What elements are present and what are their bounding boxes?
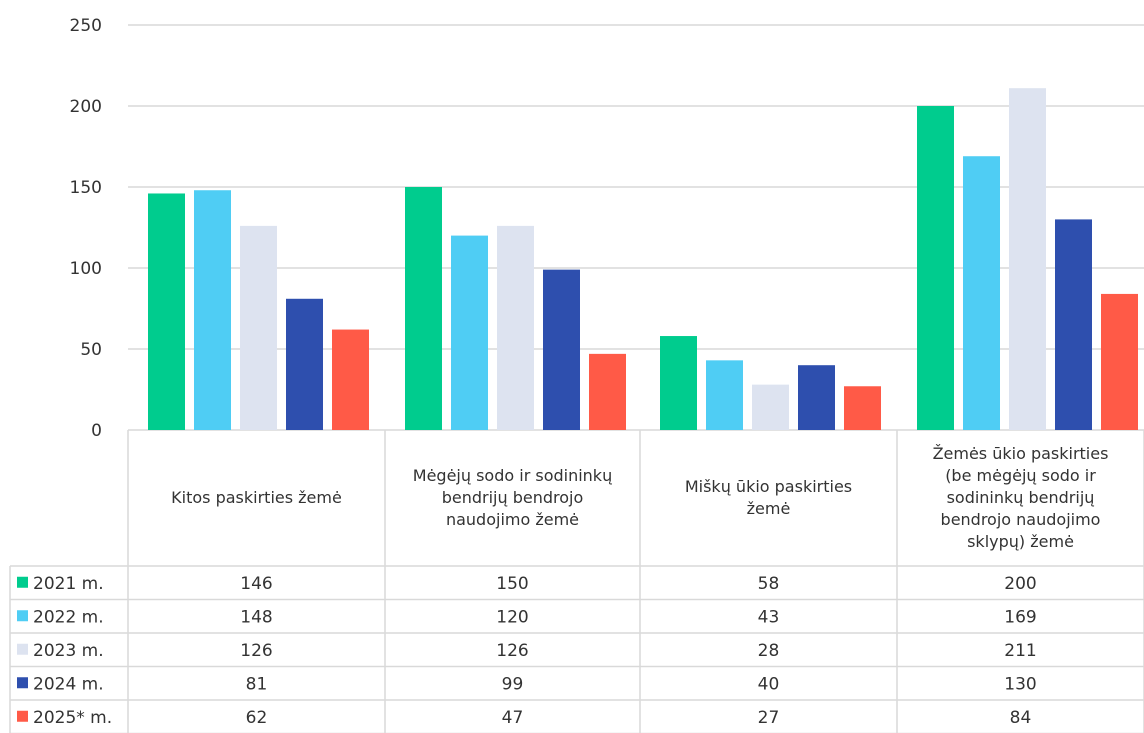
category-label: Miškų ūkio paskirties žemė [685,477,852,518]
legend-label: 2024 m. [33,674,104,694]
bar [286,298,323,430]
y-tick-label: 100 [70,259,102,279]
legend-label: 2021 m. [33,574,104,594]
legend-swatch [17,576,28,588]
table-cell-value: 40 [758,674,780,694]
category-label-line: bendrojo naudojimo [941,510,1101,529]
table-cell-value: 81 [246,674,268,694]
table-cell-value: 62 [246,708,268,728]
table-cell-value: 27 [758,708,780,728]
category-label-line: žemė [747,499,791,518]
legend-label: 2023 m. [33,641,104,661]
category-labels: Kitos paskirties žemė Mėgėjų sodo ir sodi… [127,430,1144,566]
y-tick-label: 250 [70,16,102,36]
legend-label: 2022 m. [33,607,104,627]
category-label-line: Miškų ūkio paskirties [685,477,852,496]
table-cell-value: 130 [1004,674,1036,694]
table-cell-value: 43 [758,607,780,627]
y-axis: 0 50 100 150 200 250 [70,16,102,441]
bar [148,193,185,430]
category-label-line: Kitos paskirties žemė [171,488,342,507]
bars [148,88,1138,431]
bar [194,190,231,430]
table-cell-value: 28 [758,641,780,661]
table-cell-value: 99 [502,674,524,694]
category-label: Žemės ūkio paskirties (be mėgėjų sodo ir s… [933,444,1109,551]
bar [963,156,1000,430]
bar [589,353,626,430]
legend-swatch [17,643,28,655]
table-cell-value: 146 [240,574,272,594]
bar [844,386,881,430]
table-cell-value: 120 [496,607,528,627]
table-cell-value: 58 [758,574,780,594]
category-label-line: bendrijų bendrojo [442,488,584,507]
table-cell-value: 148 [240,607,272,627]
y-tick-label: 200 [70,97,102,117]
category-label-line: Mėgėjų sodo ir sodininkų [413,466,612,485]
bar [1055,219,1092,430]
category-label: Mėgėjų sodo ir sodininkų bendrijų bendroj… [413,466,612,529]
category-label: Kitos paskirties žemė [171,488,342,507]
bar [660,336,697,430]
table-cell-value: 126 [496,641,528,661]
bar [706,360,743,430]
data-table: 2021 m. 146 150 58 200 2022 m. 148 120 43 169 2023… [9,565,1144,733]
bar [798,365,835,430]
y-tick-label: 150 [70,178,102,198]
bar [405,187,442,430]
legend-swatch [17,610,28,622]
bar [240,225,277,430]
table-cell-value: 47 [502,708,524,728]
bar [497,225,534,430]
category-label-line: Žemės ūkio paskirties [933,444,1109,463]
legend-swatch [17,710,28,722]
table-cell-value: 211 [1004,641,1036,661]
table-cell-value: 200 [1004,574,1036,594]
y-tick-label: 0 [91,421,102,441]
bar [332,329,369,430]
table-cell-value: 169 [1004,607,1036,627]
bar [543,269,580,430]
legend-label: 2025* m. [33,708,112,728]
bar [1101,293,1138,430]
legend-swatch [17,677,28,689]
category-label-line: (be mėgėjų sodo ir [945,466,1096,485]
bar [917,106,954,430]
bar [752,384,789,430]
category-label-line: sklypų) žemė [967,532,1074,551]
bar [1009,88,1046,431]
bar [451,235,488,430]
category-label-line: sodininkų bendrijų [947,488,1095,507]
table-cell-value: 150 [496,574,528,594]
y-tick-label: 50 [80,340,102,360]
category-label-line: naudojimo žemė [446,510,579,529]
table-cell-value: 126 [240,641,272,661]
table-cell-value: 84 [1010,708,1032,728]
